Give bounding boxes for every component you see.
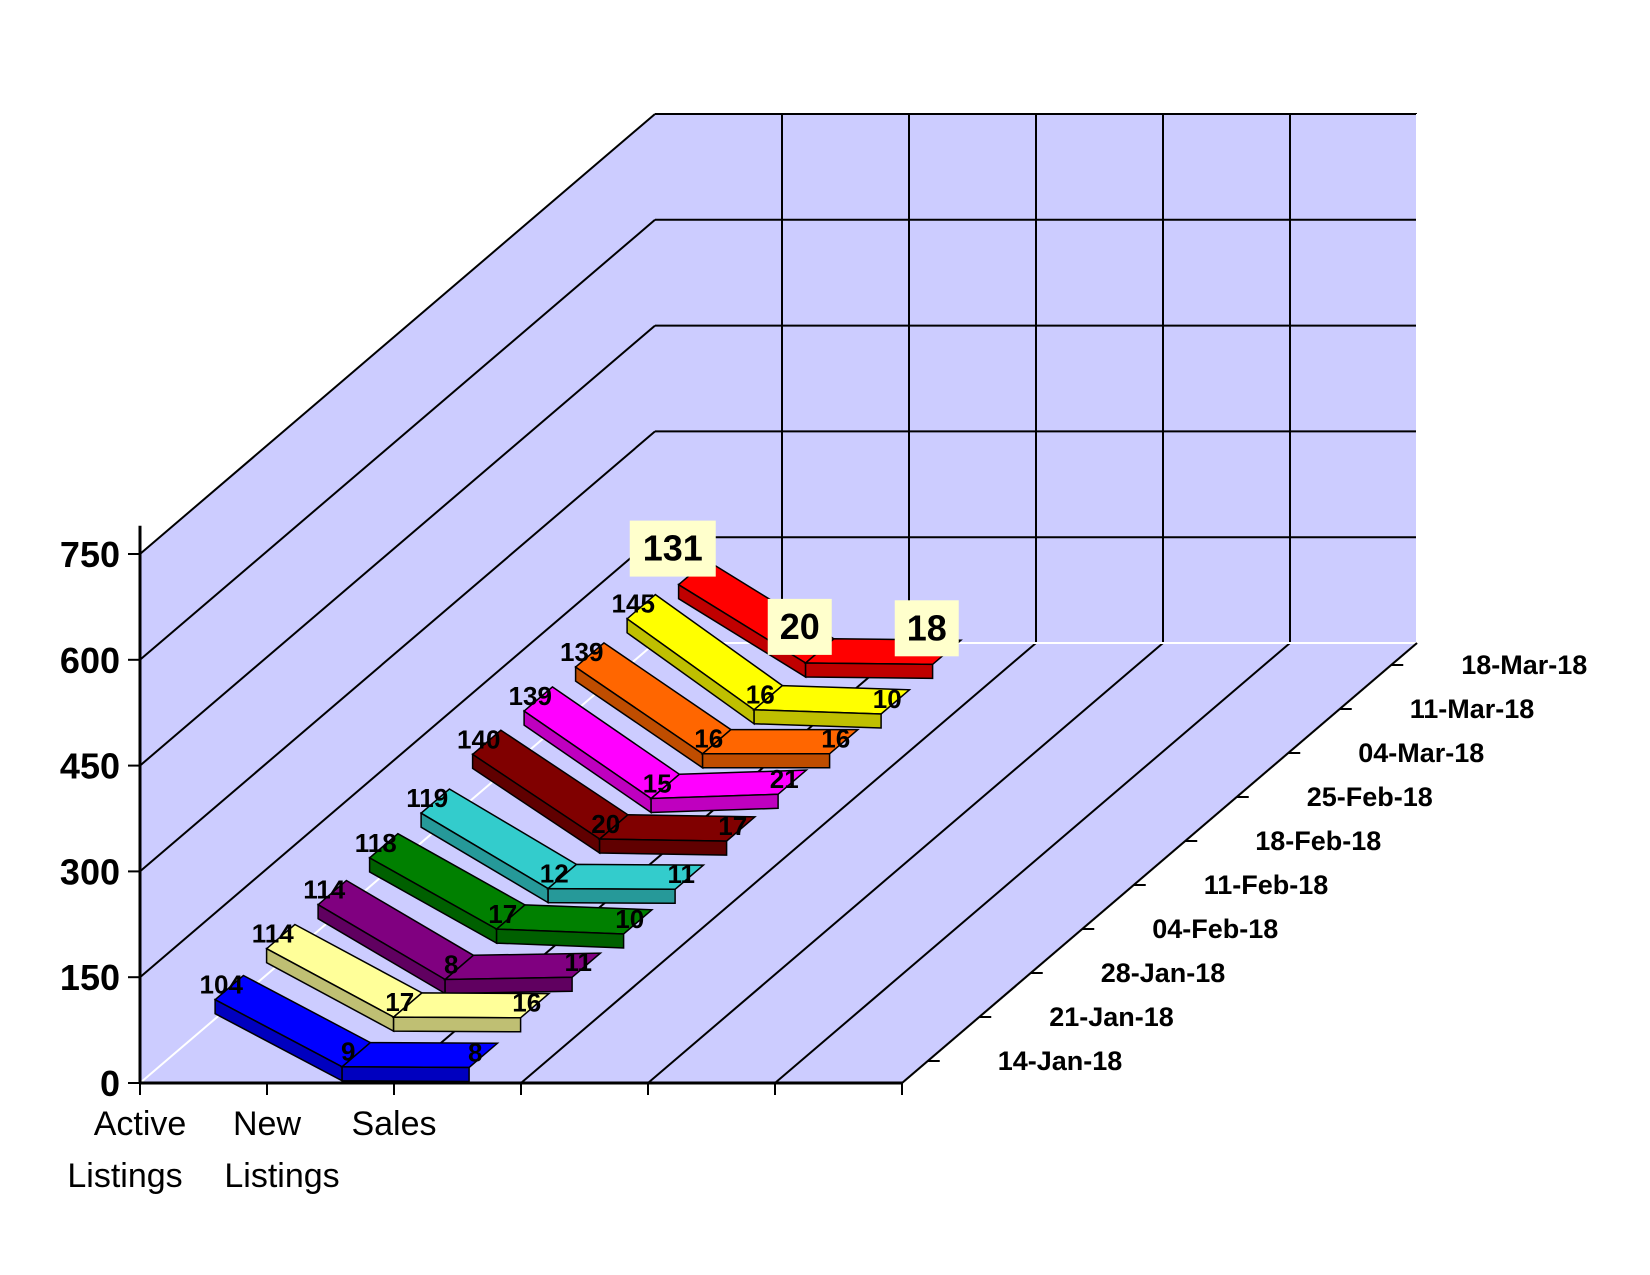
y-tick-label: 600 <box>60 640 120 681</box>
data-label: 114 <box>303 875 345 905</box>
ribbon-front-segment <box>804 662 934 680</box>
series-ribbon-18-Feb-18 <box>471 729 757 856</box>
data-label: 11 <box>668 859 696 889</box>
data-label: 16 <box>694 724 723 754</box>
category-label: New <box>233 1105 301 1143</box>
data-label: 18 <box>907 607 947 648</box>
depth-label: 28-Jan-18 <box>1101 958 1226 988</box>
depth-label: 14-Jan-18 <box>998 1046 1123 1076</box>
series-ribbon-11-Feb-18 <box>419 788 706 905</box>
data-label: 16 <box>821 724 850 754</box>
series-ribbon-14-Jan-18 <box>213 974 500 1083</box>
data-label: 20 <box>591 809 620 839</box>
data-label: 17 <box>718 811 747 841</box>
data-label: 17 <box>385 987 414 1017</box>
data-label: 114 <box>252 919 294 949</box>
left-wall <box>140 114 655 1083</box>
data-label: 8 <box>444 949 458 979</box>
ribbon-front-segment <box>444 976 573 995</box>
data-label-box <box>894 600 959 657</box>
series-ribbon-25-Feb-18 <box>522 685 809 814</box>
left-wall-gridline <box>139 219 656 661</box>
left-wall-gridline <box>139 324 656 767</box>
data-label: 12 <box>540 859 569 889</box>
data-label: 21 <box>770 764 799 794</box>
data-label: 15 <box>643 768 672 798</box>
floor-gridline <box>520 642 1037 1084</box>
data-label: 119 <box>406 783 448 813</box>
y-tick-label: 300 <box>60 851 120 892</box>
data-label-box <box>629 520 716 577</box>
data-label: 10 <box>873 684 902 714</box>
ribbon-front-segment <box>547 887 676 905</box>
y-tick-label: 150 <box>60 957 120 998</box>
depth-label: 11-Mar-18 <box>1410 694 1535 724</box>
series-ribbon-21-Jan-18 <box>265 923 551 1033</box>
data-label: 131 <box>643 528 703 569</box>
category-label-line2: Listings <box>224 1157 339 1195</box>
category-label: Active <box>94 1105 187 1143</box>
ribbon-front-segment <box>753 709 882 729</box>
data-label: 139 <box>509 681 552 711</box>
ribbon-front-segment <box>650 793 779 814</box>
series-ribbon-04-Mar-18 <box>574 641 860 770</box>
data-label: 104 <box>200 970 244 1000</box>
data-label: 145 <box>612 589 655 619</box>
category-label: Sales <box>351 1105 436 1143</box>
data-label: 16 <box>746 680 775 710</box>
ribbon-front-segment <box>392 1016 522 1033</box>
data-label: 16 <box>512 988 541 1018</box>
depth-label: 18-Feb-18 <box>1255 826 1381 856</box>
left-wall-gridline <box>139 113 656 555</box>
data-label: 11 <box>565 947 593 977</box>
depth-label: 04-Mar-18 <box>1358 738 1484 768</box>
data-label: 140 <box>457 724 500 754</box>
y-tick-label: 450 <box>60 746 120 787</box>
series-ribbon-28-Jan-18 <box>316 879 603 995</box>
depth-label: 21-Jan-18 <box>1049 1002 1174 1032</box>
ribbon-front-segment <box>495 928 625 949</box>
data-label: 139 <box>560 637 603 667</box>
data-label-box <box>767 598 832 655</box>
left-wall-gridline <box>139 536 656 978</box>
data-label: 10 <box>615 904 644 934</box>
depth-label: 11-Feb-18 <box>1204 870 1329 900</box>
chart-axes: 0 150 300 450 600 750 Active Listings New Listing… <box>60 525 1587 1195</box>
floor-gridline <box>647 642 1164 1084</box>
chart-series <box>213 559 963 1083</box>
category-label-line2: Listings <box>67 1157 182 1195</box>
series-ribbon-04-Feb-18 <box>368 832 654 949</box>
data-label: 17 <box>488 899 517 929</box>
depth-axis-line <box>901 642 1418 1084</box>
floor-gridline <box>774 642 1291 1084</box>
data-label: 20 <box>780 606 820 647</box>
series-ribbon-11-Mar-18 <box>625 593 912 729</box>
depth-label: 04-Feb-18 <box>1152 914 1278 944</box>
data-label: 8 <box>468 1037 482 1067</box>
data-label: 118 <box>355 828 397 858</box>
ribbon-front-segment <box>341 1066 470 1083</box>
depth-label: 18-Mar-18 <box>1461 650 1587 680</box>
y-tick-label: 0 <box>100 1063 120 1104</box>
y-tick-label: 750 <box>60 534 120 575</box>
data-label: 9 <box>341 1037 355 1067</box>
ribbon-front-segment <box>598 838 728 856</box>
ribbon-front-segment <box>701 753 831 769</box>
depth-label: 25-Feb-18 <box>1307 782 1433 812</box>
left-wall-gridline <box>139 430 656 873</box>
